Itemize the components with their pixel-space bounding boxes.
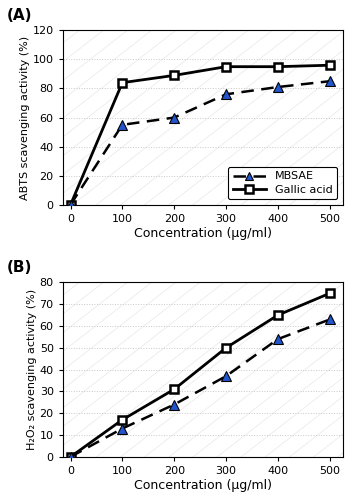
Y-axis label: ABTS scavenging activity (%): ABTS scavenging activity (%)	[20, 36, 30, 200]
X-axis label: Concentration (μg/ml): Concentration (μg/ml)	[134, 478, 272, 492]
Y-axis label: H₂O₂ scavenging activity (%): H₂O₂ scavenging activity (%)	[27, 289, 37, 450]
Text: (B): (B)	[7, 260, 32, 276]
Text: (A): (A)	[7, 8, 32, 24]
X-axis label: Concentration (μg/ml): Concentration (μg/ml)	[134, 226, 272, 239]
Legend: MBSAE, Gallic acid: MBSAE, Gallic acid	[228, 167, 337, 199]
